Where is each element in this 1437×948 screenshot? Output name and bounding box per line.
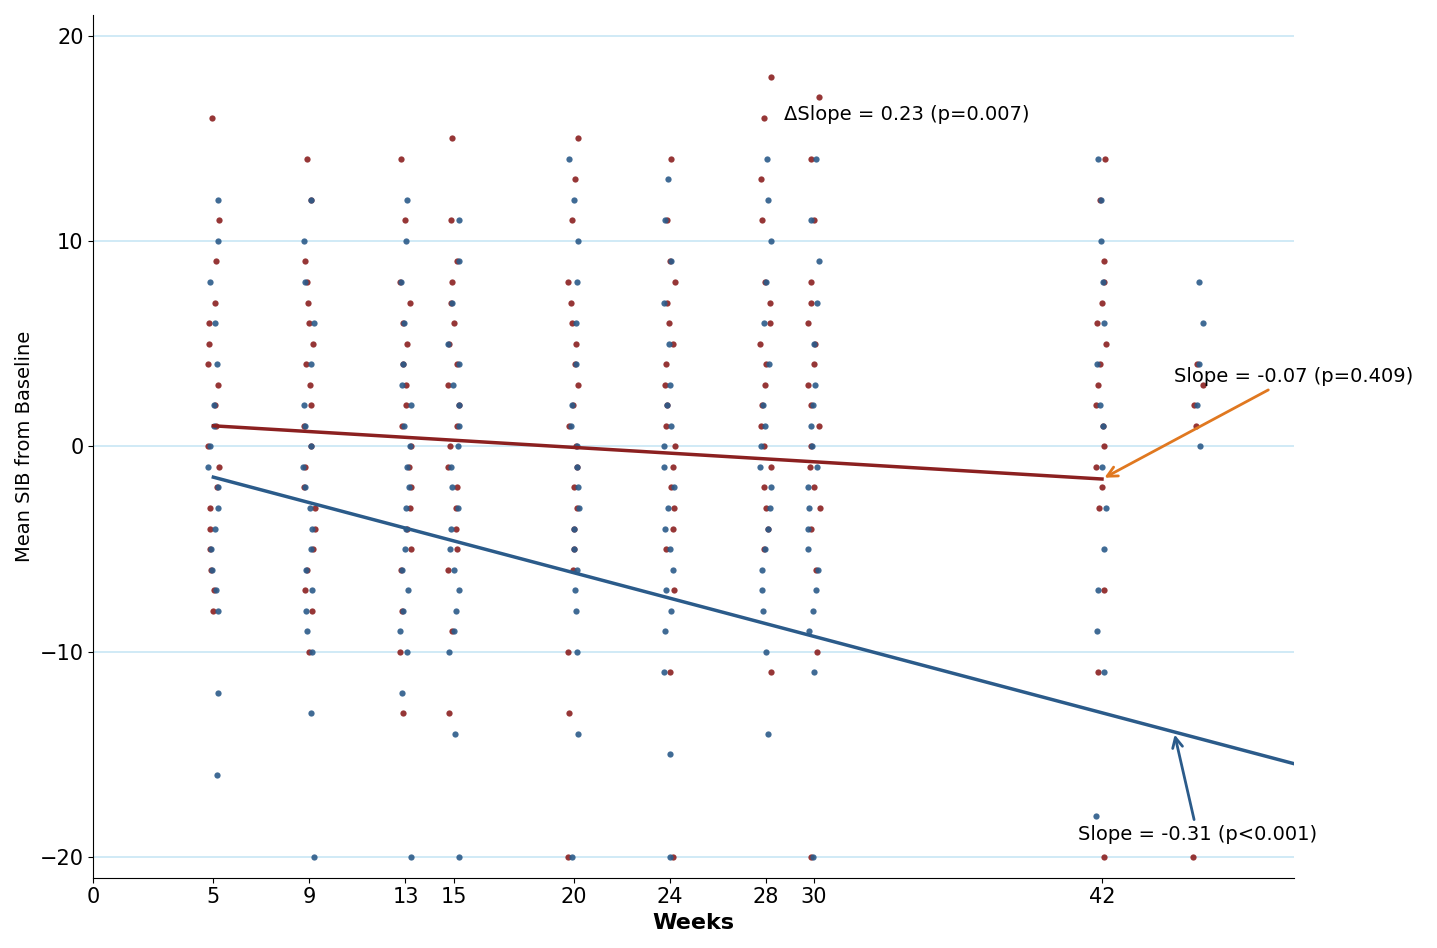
Y-axis label: Mean SIB from Baseline: Mean SIB from Baseline	[14, 331, 34, 562]
Text: Slope = -0.31 (p<0.001): Slope = -0.31 (p<0.001)	[1078, 738, 1318, 844]
Text: Slope = -0.07 (p=0.409): Slope = -0.07 (p=0.409)	[1106, 367, 1413, 476]
X-axis label: Weeks: Weeks	[652, 913, 734, 933]
Text: ΔSlope = 0.23 (p=0.007): ΔSlope = 0.23 (p=0.007)	[783, 104, 1029, 123]
